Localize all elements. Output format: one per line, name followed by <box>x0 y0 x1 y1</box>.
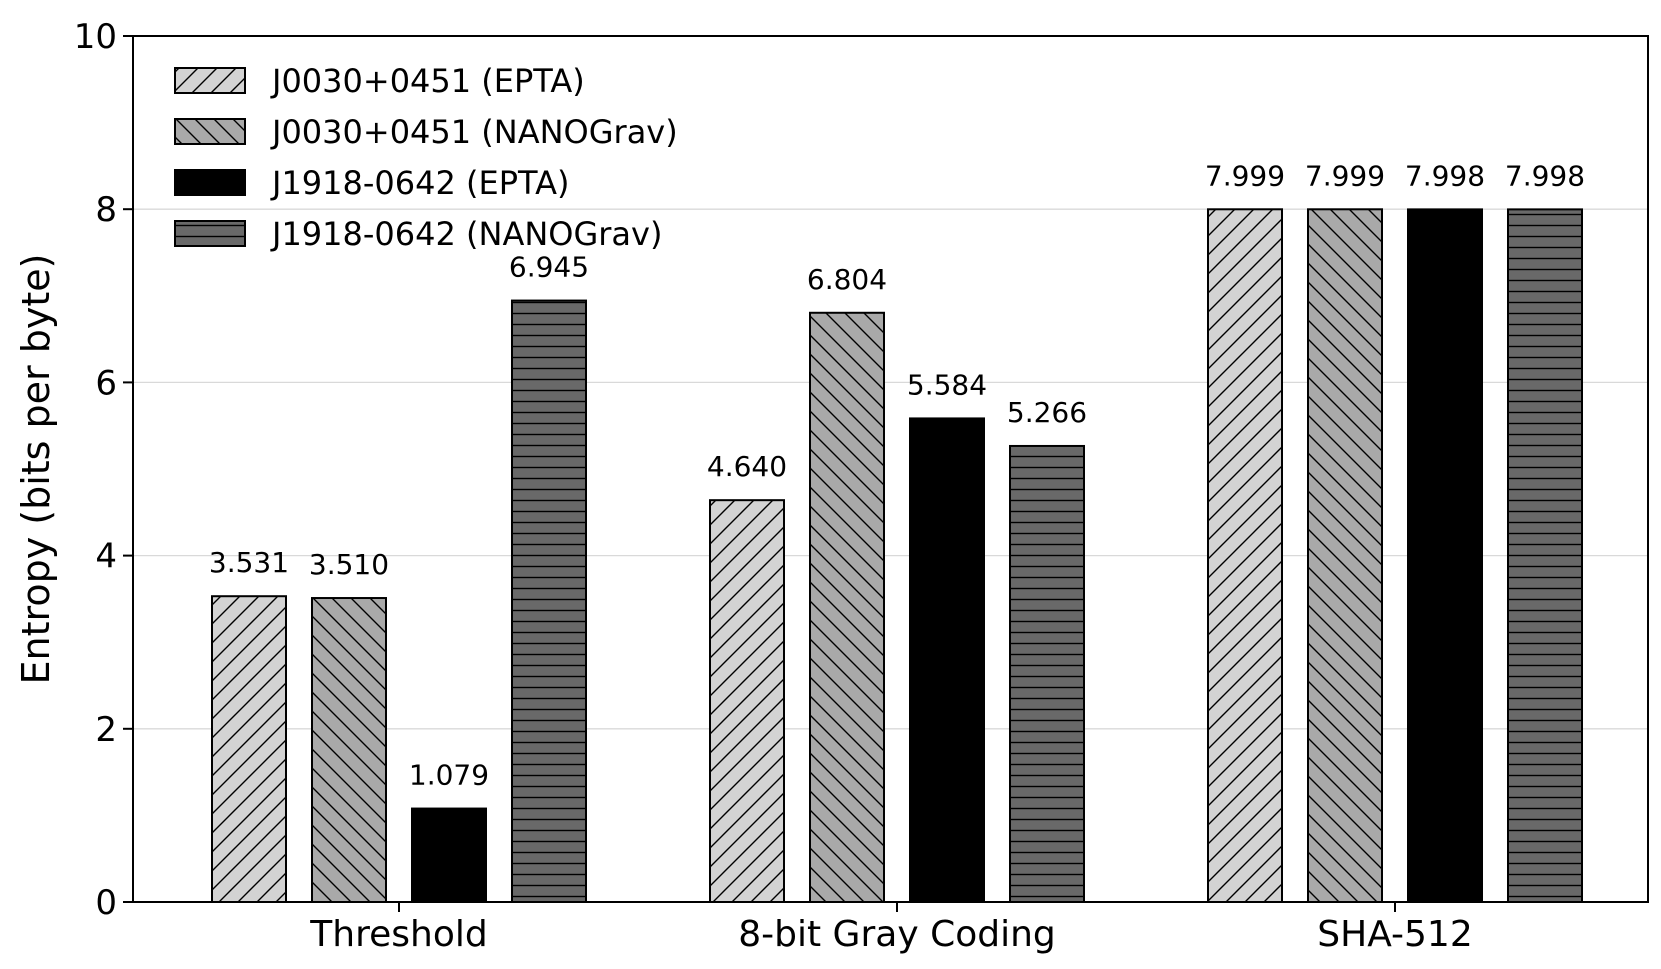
data-label: 7.999 <box>1305 159 1385 192</box>
y-tick-label: 8 <box>95 190 117 230</box>
y-axis: 0 2 4 6 8 10 <box>74 17 133 923</box>
data-label: 7.999 <box>1205 159 1285 192</box>
y-tick-label: 4 <box>95 537 117 577</box>
plot-frame <box>132 35 1649 903</box>
bar-3-2 <box>909 417 985 903</box>
data-label: 5.584 <box>907 368 987 401</box>
bar-1-1 <box>211 595 287 903</box>
data-label: 7.998 <box>1405 159 1485 192</box>
y-tick-label: 0 <box>95 883 117 923</box>
bar-4-1 <box>511 299 587 903</box>
grid-lines <box>133 208 1648 730</box>
y-tick-label: 2 <box>95 710 117 750</box>
data-label: 6.945 <box>509 251 589 284</box>
bar-3-1 <box>411 807 487 903</box>
y-tick-label: 10 <box>74 17 117 57</box>
bar-4-2 <box>1009 444 1085 903</box>
data-label: 5.266 <box>1007 396 1087 429</box>
data-label: 4.640 <box>707 450 787 483</box>
bar-2-1 <box>311 597 387 903</box>
legend-label: J0030+0451 (EPTA) <box>270 62 585 100</box>
data-labels: 3.531 3.510 1.079 6.945 4.640 6.804 5.584 5.266… <box>209 159 1585 791</box>
bar-1-2 <box>709 499 785 903</box>
legend: J0030+0451 (EPTA) J0030+0451 (NANOGrav) J1… <box>174 62 678 253</box>
legend-label: J0030+0451 (NANOGrav) <box>270 113 678 151</box>
data-label: 6.804 <box>807 263 887 296</box>
bar-1-3 <box>1207 208 1283 903</box>
bar-2-2 <box>809 311 885 903</box>
data-label: 3.531 <box>209 546 289 579</box>
bars <box>211 208 1583 903</box>
x-tick-label: Threshold <box>309 914 487 955</box>
legend-swatch <box>174 169 246 196</box>
bar-2-3 <box>1307 208 1383 903</box>
data-label: 1.079 <box>409 759 489 792</box>
y-axis-title: Entropy (bits per byte) <box>14 254 58 685</box>
legend-label: J1918-0642 (NANOGrav) <box>270 215 662 253</box>
bar-3-3 <box>1407 208 1483 903</box>
x-tick-label: SHA-512 <box>1317 914 1472 955</box>
legend-label: J1918-0642 (EPTA) <box>270 164 569 202</box>
bar-4-3 <box>1507 208 1583 903</box>
data-label: 7.998 <box>1505 159 1585 192</box>
data-label: 3.510 <box>309 548 389 581</box>
y-tick-label: 6 <box>95 363 117 403</box>
legend-swatch <box>174 118 246 145</box>
legend-swatch <box>174 67 246 94</box>
x-axis: Threshold 8-bit Gray Coding SHA-512 <box>309 902 1473 955</box>
x-tick-label: 8-bit Gray Coding <box>738 914 1056 955</box>
legend-swatch <box>174 220 246 247</box>
